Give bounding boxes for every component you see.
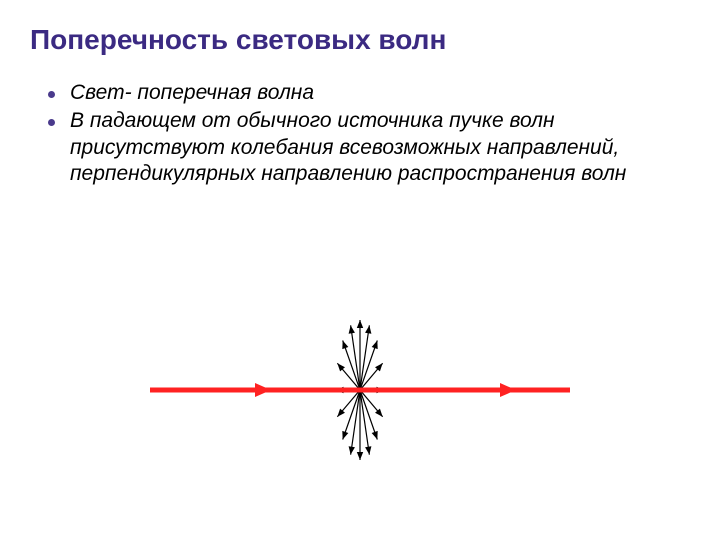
transverse-wave-diagram [120, 300, 600, 500]
list-item: Свет- поперечная волна [46, 80, 680, 106]
slide-title: Поперечность световых волн [30, 24, 680, 56]
bullet-list: Свет- поперечная волна В падающем от обы… [46, 80, 680, 187]
diagram-svg [120, 300, 600, 500]
list-item: В падающем от обычного источника пучке в… [46, 108, 680, 187]
